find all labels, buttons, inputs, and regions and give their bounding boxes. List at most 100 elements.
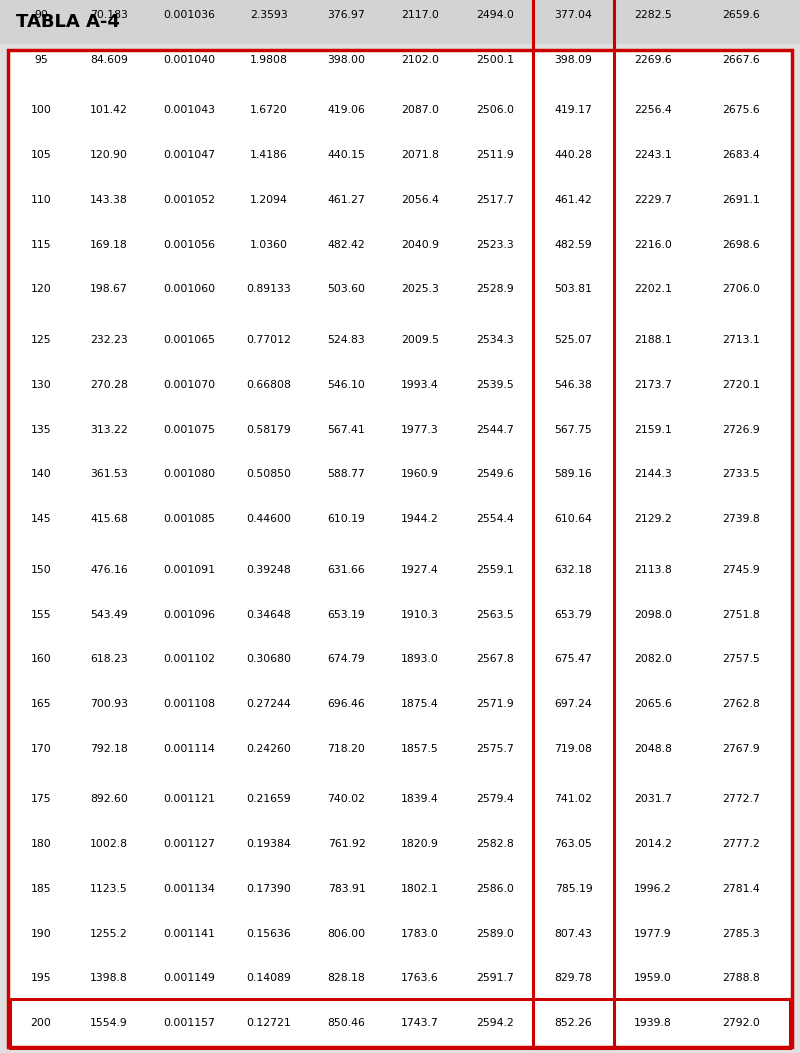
Text: 0.27244: 0.27244 (246, 699, 291, 709)
Text: 2571.9: 2571.9 (477, 699, 514, 709)
Text: 1123.5: 1123.5 (90, 883, 128, 894)
Text: 419.17: 419.17 (554, 105, 592, 116)
Text: 2567.8: 2567.8 (477, 654, 514, 664)
Text: 2098.0: 2098.0 (634, 610, 672, 619)
Text: 135: 135 (30, 424, 51, 435)
Text: 1927.4: 1927.4 (401, 564, 439, 575)
Text: 850.46: 850.46 (327, 1018, 366, 1028)
Text: 2757.5: 2757.5 (722, 654, 760, 664)
Text: 2534.3: 2534.3 (477, 335, 514, 345)
Text: 675.47: 675.47 (554, 654, 592, 664)
Text: 0.34648: 0.34648 (246, 610, 291, 619)
Text: 892.60: 892.60 (90, 794, 128, 804)
Text: 190: 190 (30, 929, 51, 938)
Text: 0.001065: 0.001065 (163, 335, 215, 345)
Text: 398.00: 398.00 (327, 55, 366, 64)
Text: 2173.7: 2173.7 (634, 380, 672, 390)
Text: 1743.7: 1743.7 (401, 1018, 439, 1028)
Text: 2065.6: 2065.6 (634, 699, 672, 709)
Text: 2777.2: 2777.2 (722, 839, 760, 849)
Text: 2129.2: 2129.2 (634, 514, 672, 524)
Text: 0.001134: 0.001134 (163, 883, 215, 894)
Text: 2554.4: 2554.4 (477, 514, 514, 524)
Text: 482.59: 482.59 (554, 240, 592, 250)
Text: 169.18: 169.18 (90, 240, 128, 250)
Text: 70.183: 70.183 (90, 11, 128, 20)
Text: 0.14089: 0.14089 (246, 973, 291, 984)
Text: 0.001149: 0.001149 (163, 973, 215, 984)
Text: 1910.3: 1910.3 (401, 610, 439, 619)
Text: 2559.1: 2559.1 (477, 564, 514, 575)
Text: 632.18: 632.18 (554, 564, 592, 575)
Text: 90: 90 (34, 11, 48, 20)
Text: 2113.8: 2113.8 (634, 564, 672, 575)
Text: 0.001036: 0.001036 (163, 11, 215, 20)
Text: 0.44600: 0.44600 (246, 514, 291, 524)
Text: 0.001043: 0.001043 (163, 105, 215, 116)
Text: 806.00: 806.00 (327, 929, 366, 938)
Text: 2720.1: 2720.1 (722, 380, 761, 390)
Text: 376.97: 376.97 (328, 11, 366, 20)
Text: 130: 130 (30, 380, 51, 390)
Text: 653.19: 653.19 (328, 610, 366, 619)
Bar (533, 0, 614, 1048)
Text: 0.001091: 0.001091 (163, 564, 215, 575)
Text: 2706.0: 2706.0 (722, 284, 761, 295)
Text: 2082.0: 2082.0 (634, 654, 672, 664)
Text: 95: 95 (34, 55, 48, 64)
Text: 631.66: 631.66 (328, 564, 366, 575)
Text: 700.93: 700.93 (90, 699, 128, 709)
Text: 105: 105 (30, 151, 51, 160)
Text: 0.001056: 0.001056 (163, 240, 215, 250)
Text: 674.79: 674.79 (328, 654, 366, 664)
Text: 2071.8: 2071.8 (401, 151, 439, 160)
Text: 2788.8: 2788.8 (722, 973, 760, 984)
Text: 1.6720: 1.6720 (250, 105, 288, 116)
Text: 0.001075: 0.001075 (163, 424, 215, 435)
Text: 0.58179: 0.58179 (246, 424, 291, 435)
Text: 0.77012: 0.77012 (246, 335, 291, 345)
Text: 2762.8: 2762.8 (722, 699, 760, 709)
Text: 155: 155 (30, 610, 51, 619)
Text: 0.001080: 0.001080 (163, 470, 215, 479)
Text: 198.67: 198.67 (90, 284, 128, 295)
Text: 0.66808: 0.66808 (246, 380, 291, 390)
Text: 2506.0: 2506.0 (477, 105, 514, 116)
Text: 1.4186: 1.4186 (250, 151, 288, 160)
Text: 546.38: 546.38 (554, 380, 592, 390)
Text: 2159.1: 2159.1 (634, 424, 672, 435)
Text: 1996.2: 1996.2 (634, 883, 672, 894)
Text: 2675.6: 2675.6 (722, 105, 760, 116)
Text: 0.001047: 0.001047 (163, 151, 215, 160)
Text: 440.15: 440.15 (327, 151, 366, 160)
Text: 0.001096: 0.001096 (163, 610, 215, 619)
Text: 461.42: 461.42 (554, 195, 592, 205)
Text: 697.24: 697.24 (554, 699, 592, 709)
Text: 524.83: 524.83 (328, 335, 366, 345)
Text: 2031.7: 2031.7 (634, 794, 672, 804)
Text: 0.17390: 0.17390 (246, 883, 291, 894)
Text: 270.28: 270.28 (90, 380, 128, 390)
Text: 610.19: 610.19 (327, 514, 366, 524)
Text: 2117.0: 2117.0 (401, 11, 439, 20)
Text: 828.18: 828.18 (328, 973, 366, 984)
Text: 763.05: 763.05 (554, 839, 593, 849)
Text: 0.19384: 0.19384 (246, 839, 291, 849)
Text: 2549.6: 2549.6 (477, 470, 514, 479)
Text: 1802.1: 1802.1 (401, 883, 439, 894)
Text: 2523.3: 2523.3 (477, 240, 514, 250)
Text: 2739.8: 2739.8 (722, 514, 760, 524)
Text: 2528.9: 2528.9 (477, 284, 514, 295)
Text: 180: 180 (30, 839, 51, 849)
Text: 0.12721: 0.12721 (246, 1018, 291, 1028)
Text: 170: 170 (30, 743, 51, 754)
Text: 2025.3: 2025.3 (401, 284, 439, 295)
Text: 1.9808: 1.9808 (250, 55, 288, 64)
Text: 2102.0: 2102.0 (401, 55, 439, 64)
Text: 1398.8: 1398.8 (90, 973, 128, 984)
Text: 1959.0: 1959.0 (634, 973, 672, 984)
Text: 2691.1: 2691.1 (722, 195, 760, 205)
Text: 1554.9: 1554.9 (90, 1018, 128, 1028)
Text: 525.07: 525.07 (554, 335, 593, 345)
Text: 2202.1: 2202.1 (634, 284, 672, 295)
